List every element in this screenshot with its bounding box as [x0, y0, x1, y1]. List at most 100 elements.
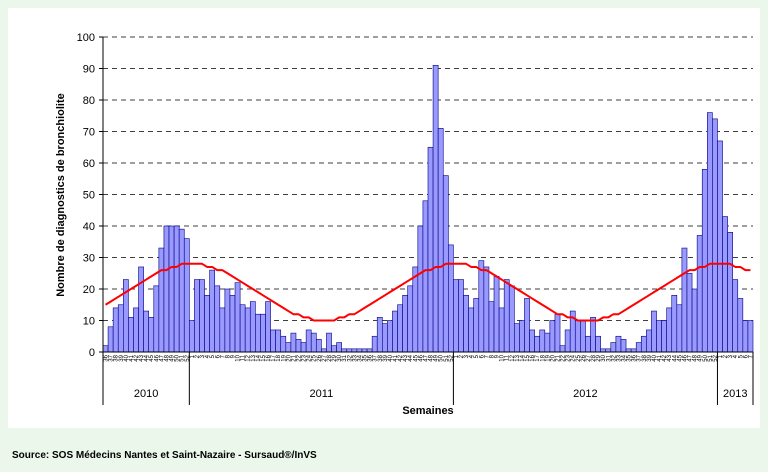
bar: [651, 310, 657, 353]
bar: [102, 345, 109, 353]
x-tick-label: 4: [205, 354, 211, 358]
bar: [265, 301, 271, 353]
x-tick-label: 9: [495, 354, 501, 358]
x-tick-label: 49: [698, 354, 704, 361]
bar: [305, 329, 312, 353]
bar: [701, 169, 708, 353]
x-tick-label: 32: [611, 354, 617, 361]
bar: [336, 342, 342, 353]
bar: [199, 279, 205, 353]
x-tick-label: 47: [159, 354, 165, 361]
bar: [620, 339, 627, 353]
x-tick-label: 28: [327, 354, 333, 361]
bar: [290, 332, 297, 353]
x-tick-label: 47: [688, 354, 694, 361]
bar: [661, 320, 667, 353]
x-tick-label: 45: [677, 354, 683, 361]
bar: [590, 317, 596, 353]
bar: [722, 216, 728, 353]
bar: [397, 304, 403, 353]
x-tick-label: 11: [241, 354, 247, 361]
x-tick-label: 7: [484, 354, 490, 358]
bar: [376, 317, 383, 353]
x-tick-label: 41: [657, 354, 663, 361]
x-tick-label: 3: [728, 354, 734, 358]
y-tick-label: 100: [77, 32, 95, 44]
x-tick-label: 44: [672, 354, 678, 361]
bar: [112, 307, 119, 353]
bar: [615, 335, 622, 353]
bar: [448, 244, 454, 353]
bar: [239, 304, 246, 353]
bar: [742, 320, 749, 353]
bar: [676, 304, 683, 353]
x-tick-label: 12: [510, 354, 516, 361]
x-tick-label: 25: [312, 354, 318, 361]
bar: [656, 320, 662, 353]
x-tick-label: 50: [703, 354, 709, 361]
bar: [219, 307, 226, 353]
x-tick-label: 38: [114, 354, 120, 361]
x-tick-label: 22: [561, 354, 567, 361]
bar: [640, 335, 647, 353]
x-tick-label: 2: [723, 354, 729, 358]
bar: [133, 307, 139, 353]
x-tick-label: 11: [505, 354, 511, 361]
bar: [392, 310, 398, 353]
x-tick-label: 46: [154, 354, 160, 361]
bar: [478, 260, 485, 353]
x-tick-label: 39: [647, 354, 653, 361]
bar: [712, 118, 718, 353]
bar: [275, 329, 282, 353]
bar: [468, 307, 475, 353]
x-tick-label: 10: [500, 354, 506, 361]
bar: [574, 320, 581, 353]
bar: [737, 298, 744, 353]
x-tick-label: 47: [423, 354, 429, 361]
x-tick-label: 13: [251, 354, 257, 361]
bar: [686, 272, 693, 353]
bar: [204, 294, 210, 353]
bar: [422, 200, 429, 353]
x-tick-label: 33: [616, 354, 622, 361]
bar: [696, 235, 703, 353]
trend-line: [105, 262, 751, 322]
bar: [270, 329, 276, 353]
x-axis-label: Semaines: [402, 405, 453, 417]
y-tick-label: 30: [83, 253, 95, 265]
bar: [315, 339, 322, 353]
bar: [107, 326, 114, 353]
x-tick-label: 34: [357, 354, 363, 361]
x-tick-label: 5: [738, 354, 744, 358]
bar: [498, 307, 505, 353]
x-tick-label: 39: [383, 354, 389, 361]
x-tick-label: 36: [104, 354, 110, 361]
bar: [280, 335, 287, 353]
x-tick-label: 1: [718, 354, 724, 358]
x-tick-label: 7: [220, 354, 226, 358]
x-tick-label: 16: [530, 354, 536, 361]
x-tick-label: 46: [418, 354, 424, 361]
y-tick-label: 60: [83, 158, 95, 170]
bar: [666, 307, 673, 353]
bar: [143, 310, 150, 353]
bar: [229, 294, 236, 353]
x-tick-label: 51: [708, 354, 714, 361]
year-label: 2013: [723, 388, 747, 400]
x-tick-label: 38: [642, 354, 648, 361]
bar: [371, 335, 378, 353]
bar: [249, 301, 256, 353]
x-tick-label: 37: [109, 354, 115, 361]
x-tick-label: 16: [266, 354, 272, 361]
x-tick-label: 2: [195, 354, 201, 358]
bar: [183, 238, 190, 353]
bar: [255, 313, 261, 353]
bar: [706, 112, 713, 353]
x-tick-label: 31: [606, 354, 612, 361]
bar: [585, 335, 591, 353]
bar: [163, 225, 170, 353]
bar: [503, 279, 510, 353]
x-tick-label: 43: [139, 354, 145, 361]
